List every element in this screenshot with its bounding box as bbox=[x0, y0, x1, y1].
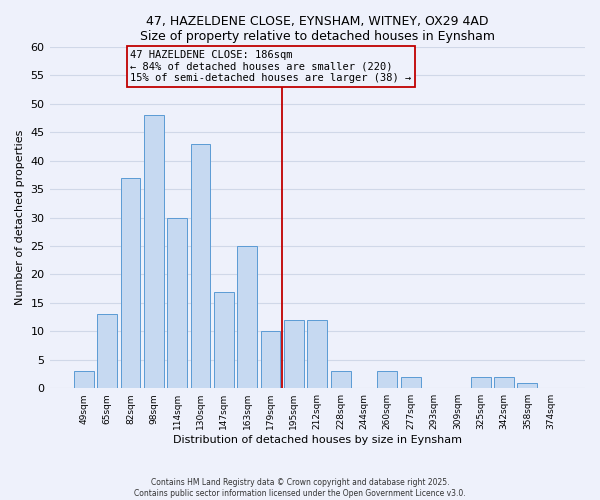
X-axis label: Distribution of detached houses by size in Eynsham: Distribution of detached houses by size … bbox=[173, 435, 462, 445]
Bar bbox=[238, 246, 257, 388]
Bar bbox=[144, 115, 164, 388]
Text: Contains HM Land Registry data © Crown copyright and database right 2025.
Contai: Contains HM Land Registry data © Crown c… bbox=[134, 478, 466, 498]
Bar bbox=[377, 371, 397, 388]
Text: 47 HAZELDENE CLOSE: 186sqm
← 84% of detached houses are smaller (220)
15% of sem: 47 HAZELDENE CLOSE: 186sqm ← 84% of deta… bbox=[130, 50, 412, 83]
Bar bbox=[307, 320, 327, 388]
Bar bbox=[331, 371, 350, 388]
Bar bbox=[214, 292, 234, 388]
Bar bbox=[401, 377, 421, 388]
Bar bbox=[191, 144, 211, 388]
Bar bbox=[517, 382, 538, 388]
Bar bbox=[97, 314, 117, 388]
Bar bbox=[260, 332, 280, 388]
Y-axis label: Number of detached properties: Number of detached properties bbox=[15, 130, 25, 306]
Bar bbox=[284, 320, 304, 388]
Bar bbox=[494, 377, 514, 388]
Bar bbox=[471, 377, 491, 388]
Bar bbox=[167, 218, 187, 388]
Bar bbox=[121, 178, 140, 388]
Title: 47, HAZELDENE CLOSE, EYNSHAM, WITNEY, OX29 4AD
Size of property relative to deta: 47, HAZELDENE CLOSE, EYNSHAM, WITNEY, OX… bbox=[140, 15, 495, 43]
Bar bbox=[74, 371, 94, 388]
